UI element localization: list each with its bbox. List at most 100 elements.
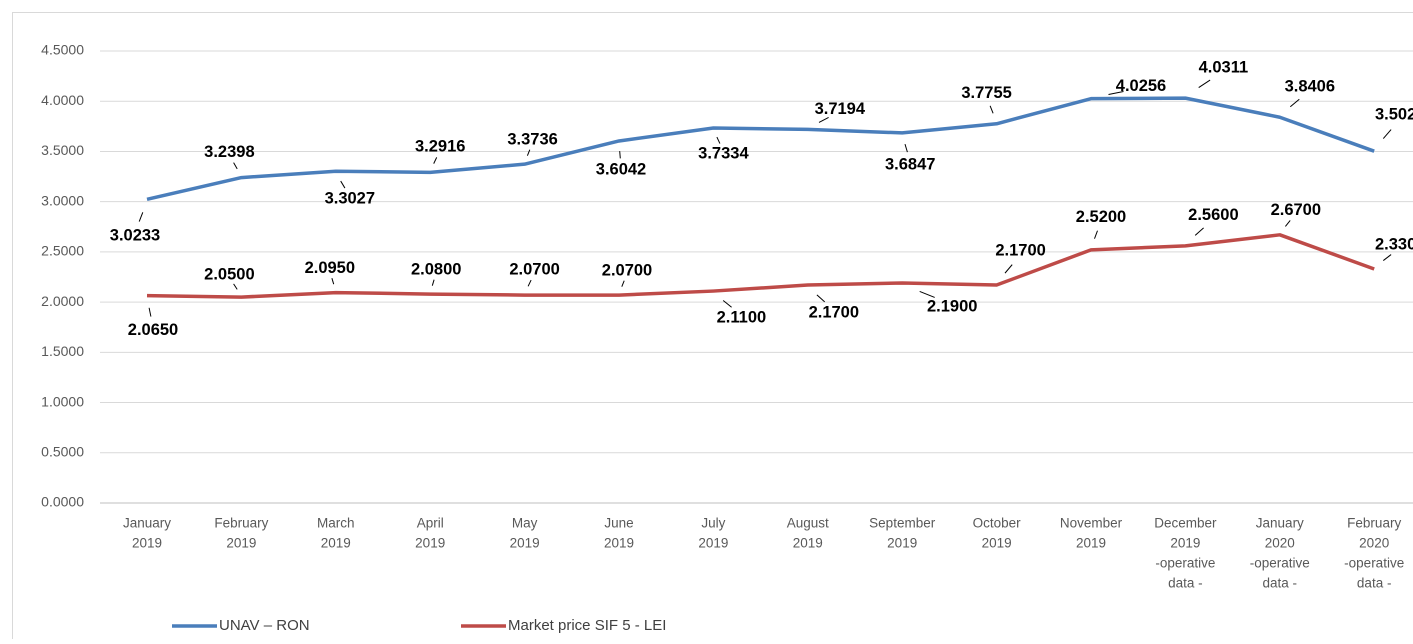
data-label: 3.6042 xyxy=(596,160,646,178)
data-label: 3.3736 xyxy=(507,131,557,149)
data-label: 3.2398 xyxy=(204,143,254,161)
data-label: 2.3300 xyxy=(1375,235,1413,253)
leader-line xyxy=(1290,99,1299,107)
data-label: 3.6847 xyxy=(885,155,935,173)
leader-line xyxy=(620,151,621,158)
x-tick-label: November xyxy=(1060,516,1123,531)
data-label: 3.7755 xyxy=(961,84,1011,102)
leader-line xyxy=(432,280,434,286)
data-label: 3.2916 xyxy=(415,138,465,156)
data-label: 3.3027 xyxy=(325,190,375,208)
x-tick-label: -operative xyxy=(1344,556,1404,571)
data-label: 3.8406 xyxy=(1285,78,1335,96)
data-label: 2.1700 xyxy=(809,303,859,321)
data-label: 2.0800 xyxy=(411,260,461,278)
x-tick-label: February xyxy=(214,516,268,531)
leader-line xyxy=(1005,265,1012,274)
x-tick-label: 2019 xyxy=(887,536,917,551)
legend-label: UNAV – RON xyxy=(219,617,310,634)
leader-line xyxy=(234,163,238,169)
data-label: 3.5027 xyxy=(1375,106,1413,124)
leader-line xyxy=(717,137,720,144)
x-tick-label: September xyxy=(869,516,936,531)
x-tick-label: data - xyxy=(1263,576,1298,591)
x-tick-label: March xyxy=(317,516,355,531)
x-tick-label: January xyxy=(123,516,171,531)
x-tick-label: July xyxy=(701,516,725,531)
data-label: 2.0700 xyxy=(509,260,559,278)
x-tick-label: 2019 xyxy=(1170,536,1200,551)
x-tick-label: June xyxy=(604,516,633,531)
x-tick-label: 2019 xyxy=(132,536,162,551)
leader-line xyxy=(139,212,143,221)
x-tick-label: data - xyxy=(1357,576,1392,591)
leader-line xyxy=(1383,255,1391,261)
data-label: 3.7194 xyxy=(815,100,866,118)
data-label: 2.0500 xyxy=(204,265,254,283)
data-label: 2.5200 xyxy=(1076,208,1126,226)
leader-line xyxy=(341,181,345,188)
leader-line xyxy=(819,117,829,122)
x-tick-label: -operative xyxy=(1155,556,1215,571)
x-tick-label: 2019 xyxy=(698,536,728,551)
leader-line xyxy=(149,308,151,317)
leader-line xyxy=(1195,228,1203,236)
data-label: 4.0256 xyxy=(1116,77,1166,95)
x-tick-label: May xyxy=(512,516,538,531)
y-tick-label: 0.0000 xyxy=(41,494,84,510)
x-tick-label: 2019 xyxy=(415,536,445,551)
leader-line xyxy=(817,295,825,302)
data-label: 2.6700 xyxy=(1271,201,1321,219)
leader-line xyxy=(434,157,437,163)
leader-line xyxy=(1285,220,1290,226)
x-tick-label: 2020 xyxy=(1359,536,1389,551)
data-label: 2.1700 xyxy=(995,241,1045,259)
leader-line xyxy=(528,280,531,286)
data-label: 2.0700 xyxy=(602,261,652,279)
y-tick-label: 4.5000 xyxy=(41,42,84,58)
leader-line xyxy=(1199,80,1210,88)
x-tick-label: 2019 xyxy=(510,536,540,551)
data-label: 2.0650 xyxy=(128,321,178,339)
leader-line xyxy=(527,150,529,156)
leader-line xyxy=(905,144,907,152)
x-tick-label: October xyxy=(973,516,1022,531)
x-tick-label: February xyxy=(1347,516,1401,531)
x-tick-label: 2019 xyxy=(1076,536,1106,551)
data-label: 4.0311 xyxy=(1199,58,1249,76)
data-label: 3.0233 xyxy=(110,227,160,245)
leader-line xyxy=(723,301,731,308)
data-label: 3.7334 xyxy=(698,144,749,162)
data-label: 2.1900 xyxy=(927,297,977,315)
leader-line xyxy=(990,106,993,114)
x-tick-label: December xyxy=(1154,516,1217,531)
y-tick-label: 2.5000 xyxy=(41,243,84,259)
data-label: 2.5600 xyxy=(1188,206,1238,224)
x-tick-label: 2019 xyxy=(321,536,351,551)
y-tick-label: 0.5000 xyxy=(41,443,84,459)
x-tick-label: -operative xyxy=(1250,556,1310,571)
data-label: 2.1100 xyxy=(717,308,767,326)
y-tick-label: 4.0000 xyxy=(41,92,84,108)
y-tick-label: 2.0000 xyxy=(41,293,84,309)
y-tick-label: 1.5000 xyxy=(41,343,84,359)
x-tick-label: 2020 xyxy=(1265,536,1295,551)
y-tick-label: 3.0000 xyxy=(41,192,84,208)
x-tick-label: January xyxy=(1256,516,1304,531)
legend-label: Market price SIF 5 - LEI xyxy=(508,617,666,634)
leader-line xyxy=(1095,231,1098,239)
x-tick-label: 2019 xyxy=(793,536,823,551)
leader-line xyxy=(1383,130,1391,139)
x-tick-label: data - xyxy=(1168,576,1203,591)
series-line xyxy=(147,98,1374,199)
leader-line xyxy=(332,278,334,284)
x-tick-label: 2019 xyxy=(982,536,1012,551)
y-tick-label: 1.0000 xyxy=(41,393,84,409)
leader-line xyxy=(234,284,238,290)
x-tick-label: 2019 xyxy=(604,536,634,551)
x-tick-label: August xyxy=(787,516,829,531)
y-tick-label: 3.5000 xyxy=(41,142,84,158)
x-tick-label: 2019 xyxy=(226,536,256,551)
leader-line xyxy=(622,281,624,287)
